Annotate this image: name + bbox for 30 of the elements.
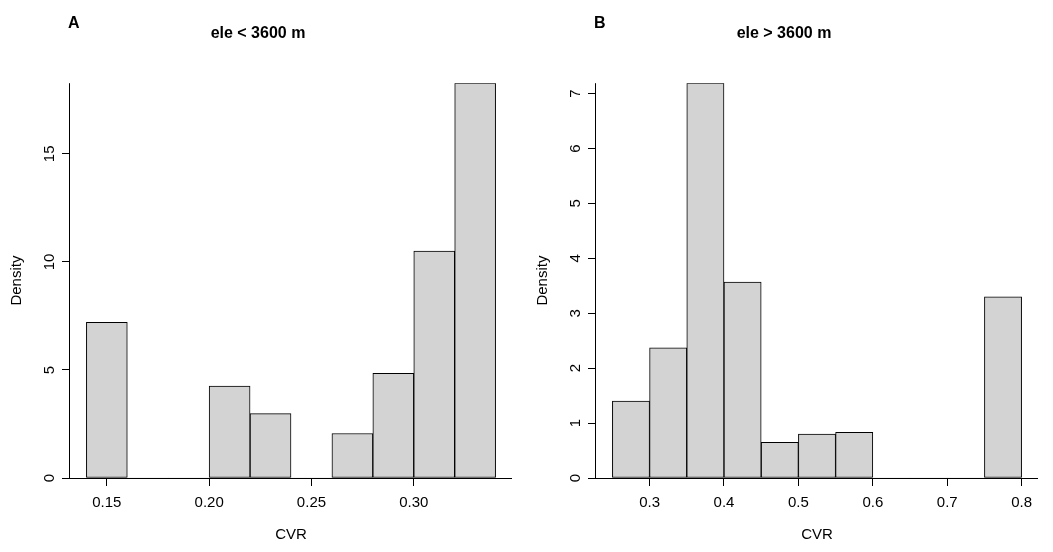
y-tick-label: 15 xyxy=(39,145,57,163)
y-tick-label: 5 xyxy=(565,199,583,208)
text: B xyxy=(594,14,606,32)
x-tick-label: 0.30 xyxy=(399,493,429,511)
y-tick-label: 7 xyxy=(565,89,583,98)
y-tick-label: 6 xyxy=(565,144,583,153)
y-tick-label: 10 xyxy=(39,253,57,271)
x-tick-label: 0.8 xyxy=(1011,493,1033,511)
x-tick-label: 0.7 xyxy=(936,493,958,511)
x-tick-label: 0.5 xyxy=(787,493,809,511)
y-tick-label: 0 xyxy=(565,473,583,483)
x-tick-label: 0.6 xyxy=(862,493,884,511)
y-tick-label: 5 xyxy=(39,365,57,375)
x-tick-label: 0.3 xyxy=(639,493,661,511)
x-tick-label: 0.4 xyxy=(713,493,735,511)
chart-title: ele < 3600 m xyxy=(210,24,306,42)
y-tick-label: 2 xyxy=(565,364,583,373)
x-axis-title: CVR xyxy=(275,525,307,543)
x-axis-title: CVR xyxy=(801,525,833,543)
y-tick-label: 1 xyxy=(565,418,583,428)
y-axis-title: Density xyxy=(7,255,25,306)
y-tick-label: 0 xyxy=(39,473,57,483)
text: A xyxy=(68,14,80,32)
chart-title: ele > 3600 m xyxy=(736,24,832,42)
x-tick-label: 0.20 xyxy=(194,493,224,511)
y-tick-label: 3 xyxy=(565,309,583,318)
y-tick-label: 4 xyxy=(565,254,583,263)
x-tick-label: 0.25 xyxy=(296,493,327,511)
y-axis-title: Density xyxy=(533,255,551,306)
x-tick-label: 0.15 xyxy=(92,493,122,511)
